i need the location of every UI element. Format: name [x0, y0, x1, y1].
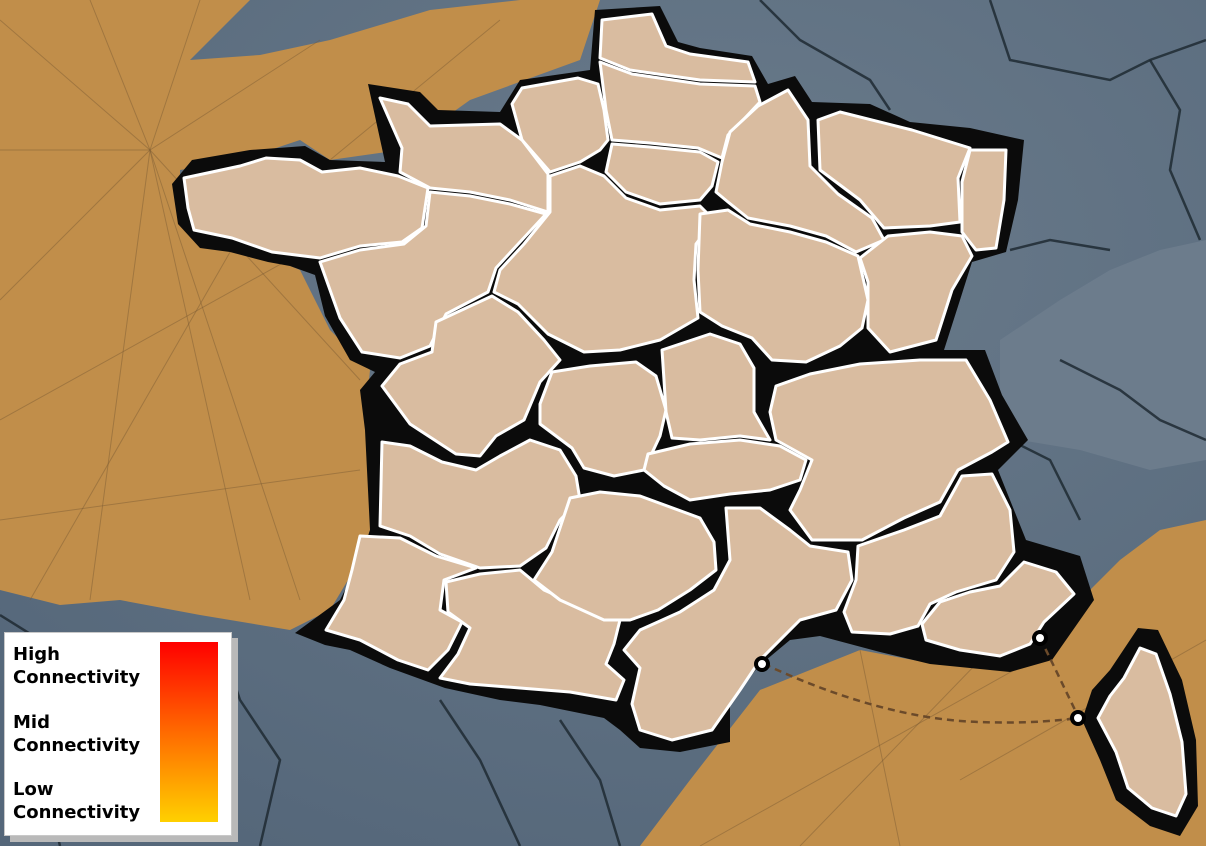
legend-mid-label: Mid Connectivity: [13, 712, 141, 756]
legend-gradient-bar: [160, 642, 218, 822]
port-node-marseille[interactable]: [754, 656, 770, 672]
region-centre-sud[interactable]: [642, 438, 808, 502]
region-corse[interactable]: [1096, 646, 1188, 818]
region-auvergne[interactable]: [660, 332, 772, 442]
region-champagne-ardenne[interactable]: [714, 88, 886, 254]
region-lorraine[interactable]: [816, 110, 972, 230]
legend-high-label: High Connectivity: [13, 644, 141, 688]
region-alsace[interactable]: [960, 148, 1008, 252]
region-bourgogne[interactable]: [696, 208, 870, 364]
region-midi-pyrenees-west[interactable]: [438, 568, 626, 702]
sea-route-connector-2: [1038, 637, 1080, 717]
region-centre[interactable]: [492, 164, 716, 354]
regions: [182, 12, 1188, 818]
region-ile-de-france[interactable]: [604, 142, 720, 206]
region-provence-west[interactable]: [842, 472, 1016, 636]
port-node-corse[interactable]: [1070, 710, 1086, 726]
legend-low-label: Low Connectivity: [13, 779, 141, 823]
region-poitou-charentes[interactable]: [380, 294, 562, 458]
port-node-nice[interactable]: [1032, 630, 1048, 646]
eastern-landmass: [1000, 240, 1206, 470]
region-midi-pyrenees-east[interactable]: [532, 490, 718, 622]
southern-landmass: [640, 520, 1206, 846]
region-basse-normandie[interactable]: [378, 96, 550, 214]
connectivity-legend: High Connectivity Mid Connectivity Low C…: [4, 632, 232, 836]
region-franche-comte[interactable]: [858, 230, 974, 354]
region-rhone-alpes[interactable]: [768, 358, 1010, 542]
region-pays-de-la-loire[interactable]: [318, 190, 548, 360]
western-landmass: [0, 0, 600, 630]
region-languedoc[interactable]: [622, 506, 854, 742]
region-nord-pas-de-calais[interactable]: [598, 12, 757, 84]
region-landes[interactable]: [324, 534, 478, 672]
sea-route-connector: [763, 662, 1081, 724]
region-haute-normandie[interactable]: [510, 76, 610, 174]
